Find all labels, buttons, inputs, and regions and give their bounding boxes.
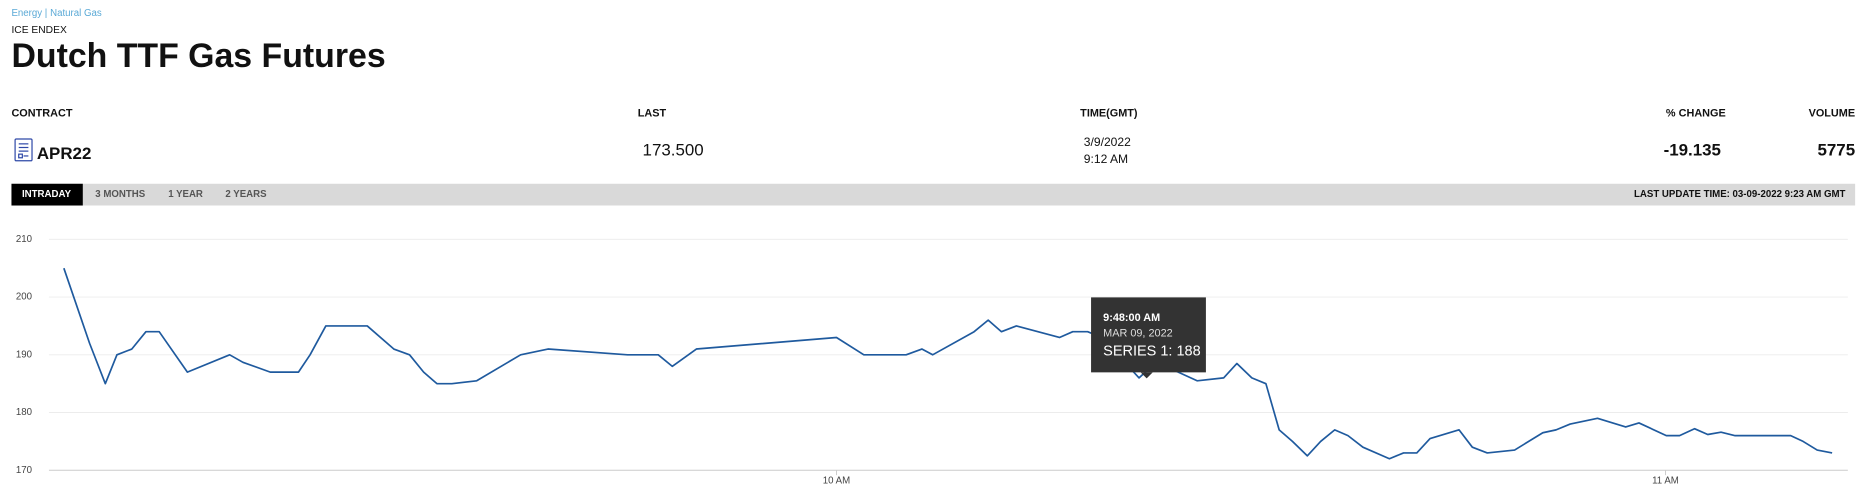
tooltip-date: MAR 09, 2022 [1103, 328, 1173, 340]
tab[interactable]: 2 YEARS [225, 189, 267, 200]
y-tick-label: 170 [16, 465, 32, 476]
column-header: CONTRACT [11, 108, 72, 120]
chart: 170 180 190 200 210 10 AM 11 AM 9:48:00 AM MAR 0… [16, 234, 1848, 486]
percent-change: -19.135 [1664, 141, 1721, 160]
active-tab[interactable] [11, 183, 83, 206]
x-tick-label: 10 AM [823, 476, 850, 486]
column-header: LAST [638, 108, 667, 120]
contract[interactable]: APR22 [37, 144, 92, 163]
last-price: 173.500 [643, 141, 704, 160]
y-tick-label: 180 [16, 407, 32, 418]
trade-date: 3/9/2022 [1084, 135, 1131, 149]
tab[interactable]: 1 YEAR [168, 189, 203, 200]
y-tick-label: 190 [16, 349, 32, 360]
tab[interactable]: 3 MONTHS [95, 189, 145, 200]
exchange: ICE ENDEX [11, 25, 66, 36]
last-update: LAST UPDATE TIME: 03-09-2022 9:23 AM GMT [1634, 189, 1846, 200]
breadcrumb-link[interactable]: Natural Gas [50, 8, 102, 19]
page-title: Dutch TTF Gas Futures [11, 37, 385, 75]
tooltip: 9:48:00 AM MAR 09, 2022 SERIES 1: 188 [1091, 297, 1206, 379]
tooltip-value: SERIES 1: 188 [1103, 344, 1201, 360]
column-header: VOLUME [1809, 108, 1856, 120]
x-tick-label: 11 AM [1652, 476, 1679, 486]
tab[interactable]: INTRADAY [22, 189, 72, 200]
breadcrumb-link[interactable]: Energy | [11, 8, 47, 19]
y-tick-label: 200 [16, 292, 32, 303]
volume: 5775 [1817, 141, 1855, 160]
y-tick-label: 210 [16, 234, 32, 245]
column-header: TIME(GMT) [1080, 108, 1138, 120]
trade-time: 9:12 AM [1084, 152, 1128, 166]
tooltip-box [1091, 297, 1206, 373]
contract-icon[interactable] [14, 138, 33, 162]
tooltip-pointer [1140, 372, 1153, 379]
tab-bar [11, 183, 1856, 206]
column-header: % CHANGE [1666, 108, 1726, 120]
tooltip-time: 9:48:00 AM [1103, 312, 1160, 324]
